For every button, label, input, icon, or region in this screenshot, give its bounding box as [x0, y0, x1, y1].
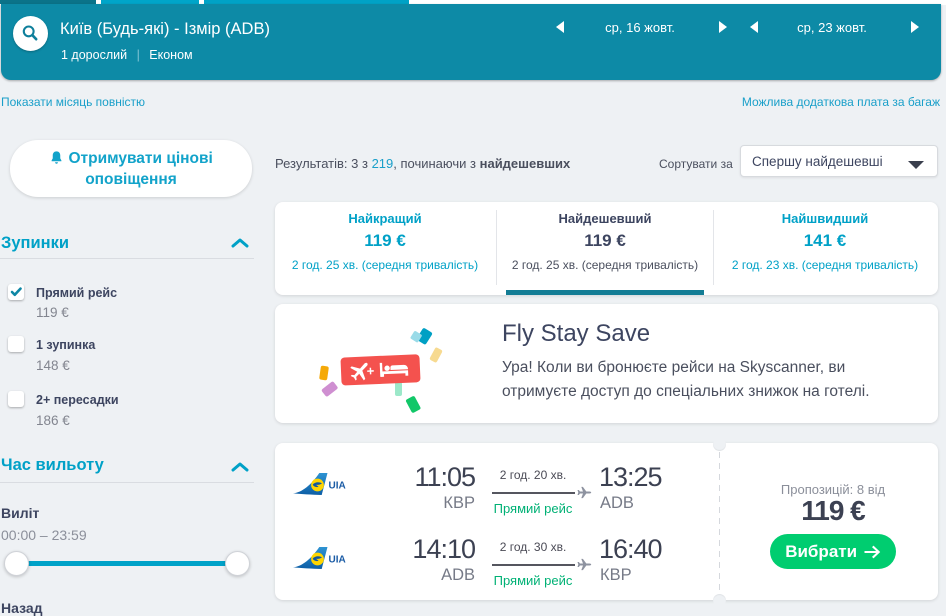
svg-text:UIA: UIA [329, 481, 346, 492]
svg-text:+: + [366, 363, 375, 378]
svg-text:UIA: UIA [329, 555, 346, 566]
